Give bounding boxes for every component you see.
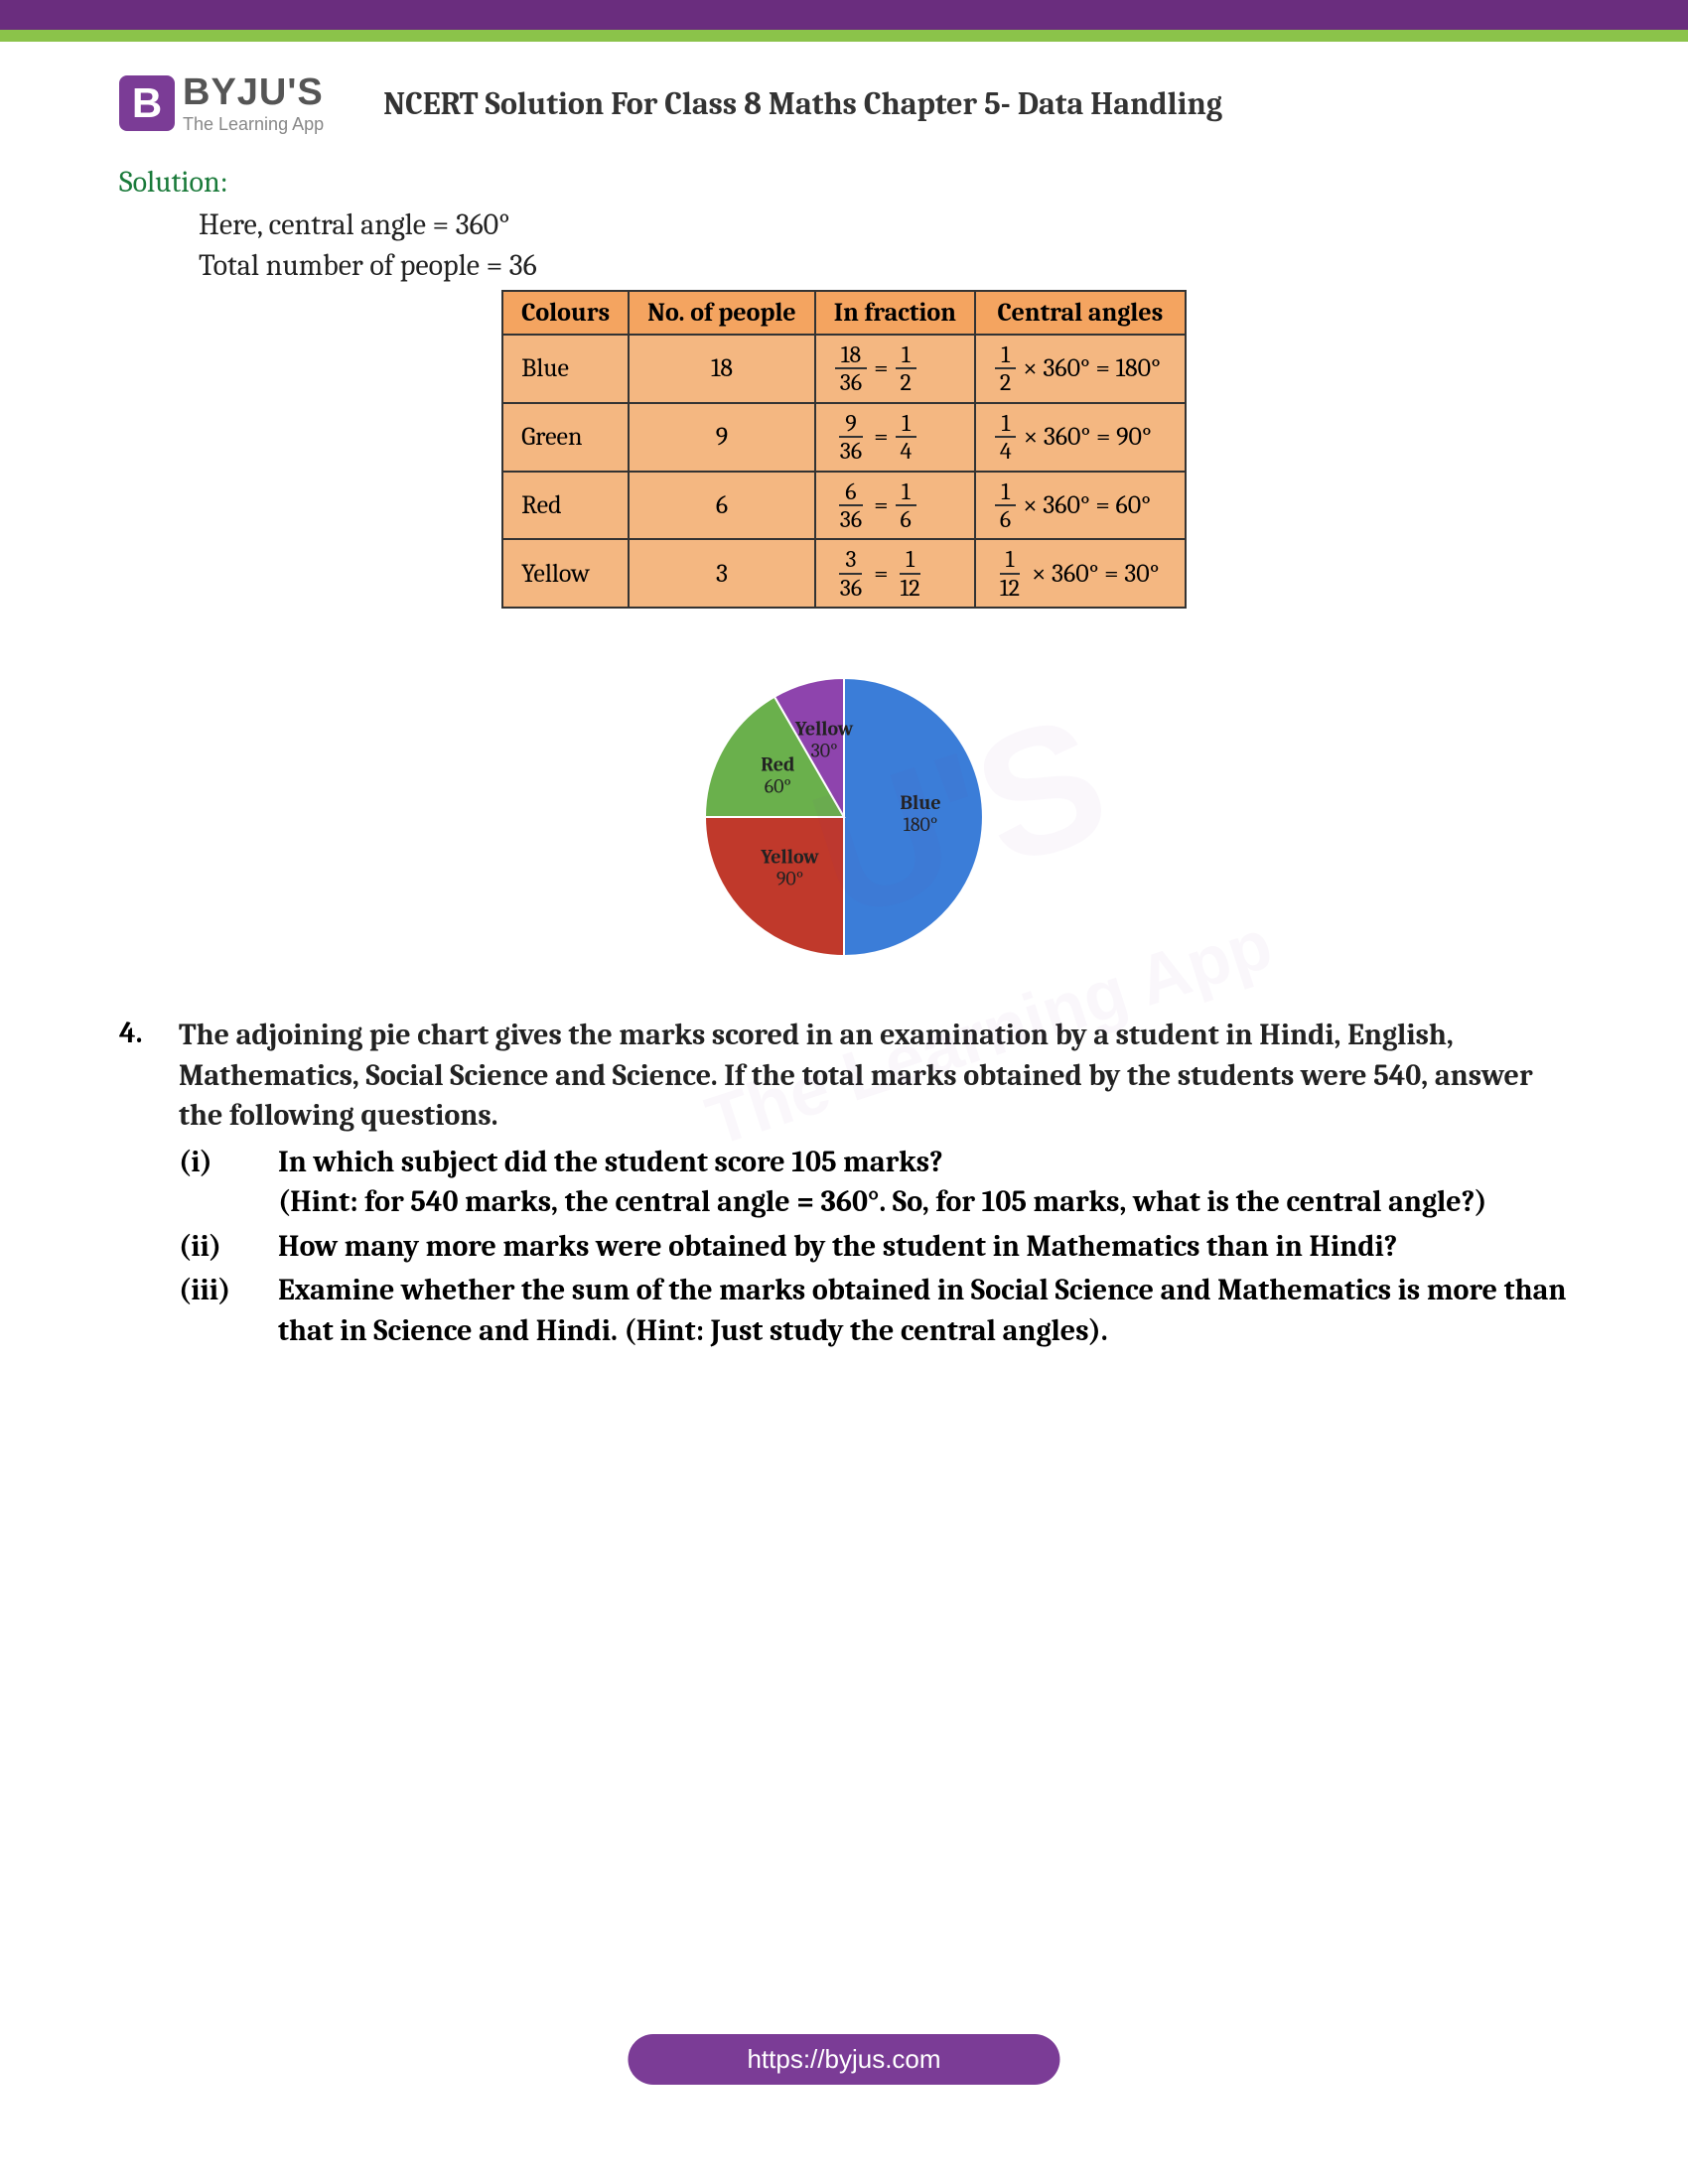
solution-label: Solution: <box>119 165 1569 200</box>
pie-label: Yellow <box>794 718 854 741</box>
pie-sublabel: 30° <box>811 740 838 762</box>
pie-chart: Blue180°Yellow90°Red60°Yellow30° <box>635 648 1053 966</box>
pie-sublabel: 90° <box>776 868 803 890</box>
table-row: Yellow3336=112112× 360° = 30° <box>502 539 1186 608</box>
page-title: NCERT Solution For Class 8 Maths Chapter… <box>383 85 1222 122</box>
table-row: Red6636=1616× 360° = 60° <box>502 472 1186 540</box>
colour-table: Colours No. of people In fraction Centra… <box>501 290 1187 609</box>
pie-sublabel: 60° <box>765 775 791 798</box>
th-fraction: In fraction <box>815 291 975 335</box>
question-text: The adjoining pie chart gives the marks … <box>179 1016 1569 1137</box>
sub-question: (ii)How many more marks were obtained by… <box>179 1227 1569 1268</box>
table-row: Green9936=1414× 360° = 90° <box>502 403 1186 472</box>
pie-sublabel: 180° <box>904 813 938 836</box>
pie-label: Blue <box>900 791 940 814</box>
sub-question: (iii)Examine whether the sum of the mark… <box>179 1271 1569 1351</box>
table-row: Blue181836=1212× 360° = 180° <box>502 335 1186 403</box>
sub-question: (i)In which subject did the student scor… <box>179 1143 1569 1223</box>
brand-tagline: The Learning App <box>183 114 324 135</box>
pie-label: Yellow <box>760 846 819 869</box>
intro-line-1: Here, central angle = 360° <box>199 205 1569 246</box>
pie-label: Red <box>761 753 794 776</box>
top-bar-purple <box>0 0 1688 30</box>
logo: B BYJU'S The Learning App <box>119 71 324 135</box>
intro-line-2: Total number of people = 36 <box>199 246 1569 287</box>
th-colours: Colours <box>502 291 629 335</box>
th-angles: Central angles <box>975 291 1186 335</box>
top-bar-green <box>0 30 1688 42</box>
footer-link[interactable]: https://byjus.com <box>628 2034 1059 2085</box>
brand-name: BYJU'S <box>183 71 324 114</box>
question-number: 4. <box>119 1016 179 1351</box>
page-header: B BYJU'S The Learning App NCERT Solution… <box>119 71 1569 135</box>
pie-slice <box>705 817 844 956</box>
logo-badge: B <box>119 75 175 131</box>
th-people: No. of people <box>629 291 815 335</box>
